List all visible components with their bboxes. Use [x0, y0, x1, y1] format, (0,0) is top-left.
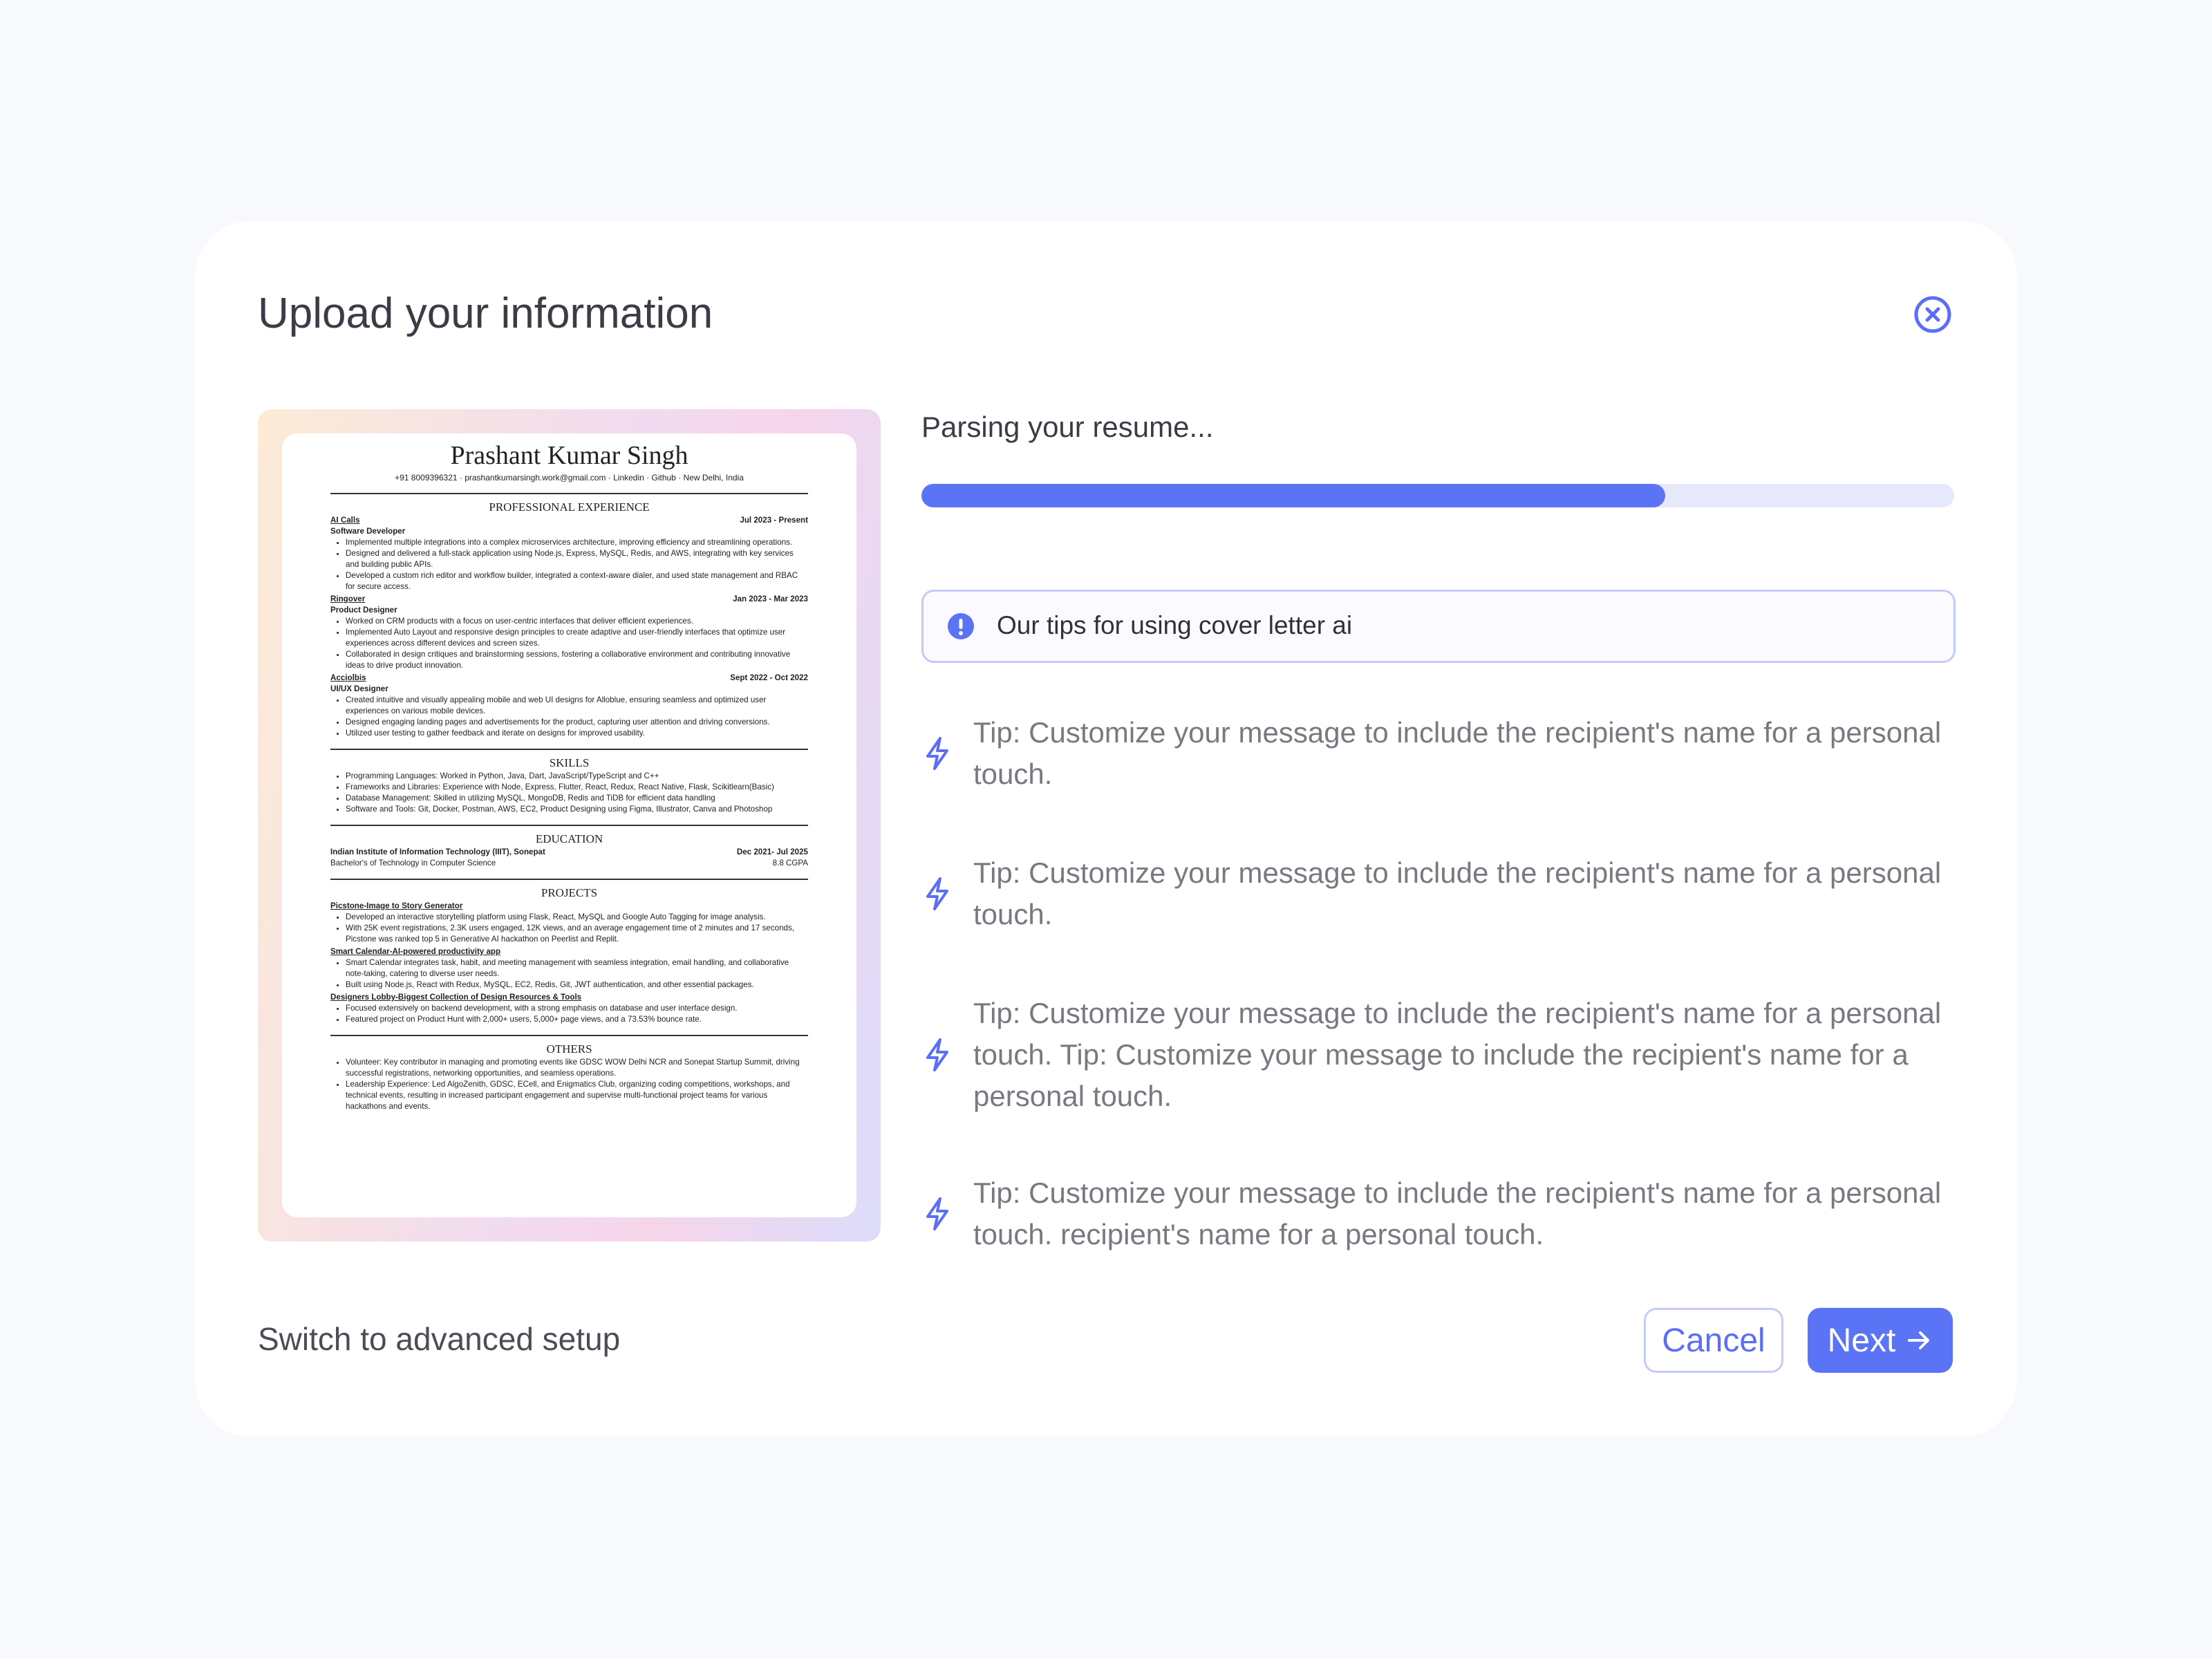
entry-header: Acciolbis Sept 2022 - Oct 2022: [330, 673, 808, 684]
tips-banner: Our tips for using cover letter ai: [921, 590, 1956, 663]
tip-text: Tip: Customize your message to include t…: [973, 856, 1942, 930]
entry-header: Smart Calendar-AI-powered productivity a…: [330, 946, 808, 957]
entry-name: Indian Institute of Information Technolo…: [330, 847, 545, 856]
bullet: Implemented Auto Layout and responsive d…: [346, 627, 808, 649]
entry-name: Designers Lobby-Biggest Collection of De…: [330, 993, 582, 1002]
section-heading: PROJECTS: [330, 879, 808, 901]
tip-text: Tip: Customize your message to include t…: [973, 997, 1942, 1112]
tips-header: Our tips for using cover letter ai: [997, 611, 1353, 639]
entry-role: Product Designer: [330, 606, 397, 615]
entry-header: Ringover Jan 2023 - Mar 2023: [330, 594, 808, 605]
entry-name: AI Calls: [330, 516, 360, 525]
bolt-icon: [926, 877, 948, 910]
section-heading: PROFESSIONAL EXPERIENCE: [330, 493, 808, 515]
section-heading: OTHERS: [330, 1035, 808, 1057]
entry-name: Acciolbis: [330, 673, 366, 682]
bullet: With 25K event registrations, 2.3K users…: [346, 923, 808, 945]
bullet: Developed a custom rich editor and workf…: [346, 570, 808, 592]
arrow-icon: [1908, 1331, 1930, 1349]
bullet: Leadership Experience: Led AlgoZenith, G…: [346, 1079, 808, 1112]
entry-name: Smart Calendar-AI-powered productivity a…: [330, 947, 501, 956]
entry-role-row: Product Designer: [330, 605, 808, 616]
entry-header: Indian Institute of Information Technolo…: [330, 847, 808, 858]
bullet: Worked on CRM products with a focus on u…: [346, 616, 808, 627]
next-button[interactable]: Next: [1808, 1308, 1953, 1373]
entry-name: Ringover: [330, 594, 366, 603]
entry-date: Sept 2022 - Oct 2022: [730, 673, 808, 682]
bullet: Implemented multiple integrations into a…: [346, 537, 808, 548]
resume-contact: +91 8009396321 · prashantkumarsingh.work…: [395, 473, 744, 482]
entry-date: Jul 2023 - Present: [740, 516, 808, 525]
resume: Prashant Kumar Singh +91 8009396321 · pra…: [330, 433, 808, 1112]
bolt-icon: [926, 1197, 948, 1230]
bullet: Designed and delivered a full-stack appl…: [346, 548, 808, 570]
bullet-list: Worked on CRM products with a focus on u…: [330, 616, 808, 671]
entry-role-row: Software Developer: [330, 526, 808, 537]
section-heading: EDUCATION: [330, 825, 808, 847]
bullet: Smart Calendar integrates task, habit, a…: [346, 957, 808, 980]
bullet-list: Developed an interactive storytelling pl…: [330, 912, 808, 945]
bullet: Featured project on Product Hunt with 2,…: [346, 1014, 808, 1025]
entry-role: UI/UX Designer: [330, 684, 388, 693]
entry-header: Designers Lobby-Biggest Collection of De…: [330, 992, 808, 1003]
entry-header: AI Calls Jul 2023 - Present: [330, 515, 808, 526]
cancel-button[interactable]: Cancel: [1644, 1308, 1783, 1373]
bullet: Built using Node.js, React with Redux, M…: [346, 980, 808, 991]
progress-fill: [921, 484, 1665, 507]
next-label: Next: [1827, 1322, 1896, 1359]
tip-text: Tip: Customize your message to include t…: [973, 1177, 1942, 1250]
bullet-list: Smart Calendar integrates task, habit, a…: [330, 957, 808, 991]
bullet: Designed engaging landing pages and adve…: [346, 717, 808, 728]
resume-preview: Prashant Kumar Singh +91 8009396321 · pra…: [258, 409, 881, 1241]
bullet: Volunteer: Key contributor in managing a…: [346, 1057, 808, 1079]
tip-text: Tip: Customize your message to include t…: [973, 716, 1942, 790]
entry-role: Bachelor's of Technology in Computer Sci…: [330, 859, 496, 868]
entry-role-row: UI/UX Designer: [330, 684, 808, 695]
entry-header: Picstone-Image to Story Generator: [330, 901, 808, 912]
cancel-label: Cancel: [1662, 1322, 1765, 1359]
entry-detail: 8.8 CGPA: [772, 859, 808, 868]
info-icon: [948, 613, 974, 639]
bullet-list: Programming Languages: Worked in Python,…: [330, 771, 808, 815]
bolt-icon: [926, 1038, 948, 1071]
bullet-list: Volunteer: Key contributor in managing a…: [330, 1057, 808, 1112]
bullet: Frameworks and Libraries: Experience wit…: [346, 782, 808, 793]
bullet: Focused extensively on backend developme…: [346, 1003, 808, 1014]
resume-name: Prashant Kumar Singh: [450, 441, 688, 470]
bullet: Programming Languages: Worked in Python,…: [346, 771, 808, 782]
progress-track: [921, 484, 1954, 507]
bullet-list: Created intuitive and visually appealing…: [330, 695, 808, 739]
entry-date: Dec 2021- Jul 2025: [736, 847, 808, 856]
bullet: Collaborated in design critiques and bra…: [346, 649, 808, 671]
bullet: Software and Tools: Git, Docker, Postman…: [346, 804, 808, 815]
advanced-setup-link[interactable]: Switch to advanced setup: [258, 1321, 621, 1357]
bolt-icon: [926, 737, 948, 770]
entry-date: Jan 2023 - Mar 2023: [733, 594, 808, 603]
bullet: Utilized user testing to gather feedback…: [346, 728, 808, 739]
entry-name: Picstone-Image to Story Generator: [330, 901, 463, 910]
bullet-list: Focused extensively on backend developme…: [330, 1003, 808, 1025]
bullet: Database Management: Skilled in utilizin…: [346, 793, 808, 804]
status-text: Parsing your resume...: [921, 411, 1214, 443]
bullet-list: Implemented multiple integrations into a…: [330, 537, 808, 592]
section-heading: SKILLS: [330, 749, 808, 771]
entry-role: Software Developer: [330, 527, 406, 536]
dialog-title: Upload your information: [258, 290, 713, 337]
resume-page: Prashant Kumar Singh +91 8009396321 · pra…: [282, 433, 856, 1217]
bullet: Developed an interactive storytelling pl…: [346, 912, 808, 923]
entry-role-row: Bachelor's of Technology in Computer Sci…: [330, 858, 808, 869]
close-button[interactable]: [1913, 295, 1952, 334]
bullet: Created intuitive and visually appealing…: [346, 695, 808, 717]
